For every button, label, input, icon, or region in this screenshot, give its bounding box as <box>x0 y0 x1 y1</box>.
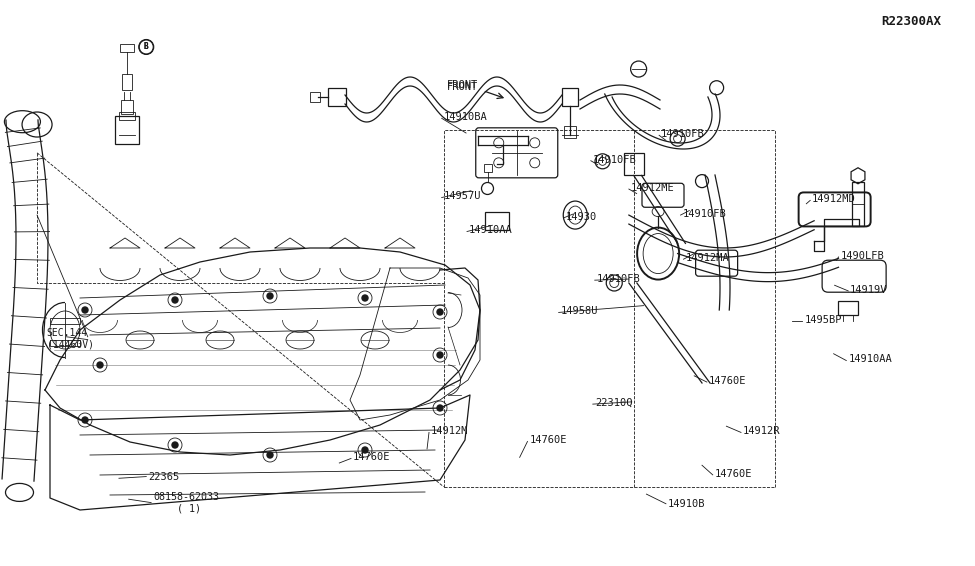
Circle shape <box>172 442 178 448</box>
Circle shape <box>362 295 368 301</box>
Circle shape <box>267 452 273 458</box>
Circle shape <box>267 293 273 299</box>
Bar <box>852 182 864 226</box>
Bar <box>310 92 320 102</box>
Text: FRONT: FRONT <box>447 82 478 92</box>
Circle shape <box>437 405 443 411</box>
Text: 14910BA: 14910BA <box>444 112 488 122</box>
Text: B: B <box>144 42 148 52</box>
Text: 14912M: 14912M <box>431 426 468 436</box>
Text: 14919V: 14919V <box>850 285 887 295</box>
Bar <box>122 74 132 90</box>
Bar <box>115 116 138 144</box>
Bar <box>564 126 576 138</box>
Bar <box>50 340 80 346</box>
Text: 14957U: 14957U <box>444 191 481 201</box>
Bar <box>119 112 135 120</box>
Bar <box>50 318 80 324</box>
Bar <box>562 88 578 106</box>
Text: 14910FB: 14910FB <box>593 155 637 165</box>
Text: SEC.144
(14460V): SEC.144 (14460V) <box>47 328 94 349</box>
Text: 14760E: 14760E <box>709 376 746 386</box>
Text: 08158-62033
    ( 1): 08158-62033 ( 1) <box>153 492 219 513</box>
Text: 14760E: 14760E <box>529 435 566 445</box>
Text: 22310Q: 22310Q <box>595 398 632 408</box>
Text: 14910AA: 14910AA <box>848 354 892 365</box>
Text: 1495BP: 1495BP <box>804 315 841 325</box>
Text: 14910FB: 14910FB <box>682 209 726 219</box>
Circle shape <box>172 297 178 303</box>
Text: 14930: 14930 <box>566 212 597 222</box>
Circle shape <box>97 362 103 368</box>
Circle shape <box>437 309 443 315</box>
Bar <box>328 88 346 106</box>
Text: 14910FB: 14910FB <box>661 129 705 139</box>
Bar <box>484 165 491 173</box>
Text: 14910AA: 14910AA <box>469 225 513 235</box>
Circle shape <box>82 417 88 423</box>
Text: 22365: 22365 <box>148 471 179 482</box>
Text: B: B <box>144 42 148 52</box>
Text: FRONT: FRONT <box>447 80 478 90</box>
Text: 14958U: 14958U <box>561 306 598 316</box>
Bar <box>624 153 644 175</box>
Text: 14760E: 14760E <box>715 469 752 479</box>
Bar <box>120 44 134 52</box>
Text: 14912MA: 14912MA <box>685 253 729 263</box>
Bar <box>121 100 133 114</box>
Text: 1490LFB: 1490LFB <box>840 251 884 261</box>
Text: 14912MD: 14912MD <box>812 194 856 204</box>
Text: 14910FB: 14910FB <box>597 274 641 284</box>
Circle shape <box>437 352 443 358</box>
Bar <box>838 302 858 315</box>
Text: 14760E: 14760E <box>353 452 390 462</box>
Text: R22300AX: R22300AX <box>880 15 941 28</box>
Circle shape <box>362 447 368 453</box>
Circle shape <box>82 307 88 313</box>
Text: 14912ME: 14912ME <box>631 183 675 193</box>
Bar <box>486 212 509 230</box>
Text: 14912R: 14912R <box>743 426 780 436</box>
Text: 14910B: 14910B <box>668 499 705 509</box>
